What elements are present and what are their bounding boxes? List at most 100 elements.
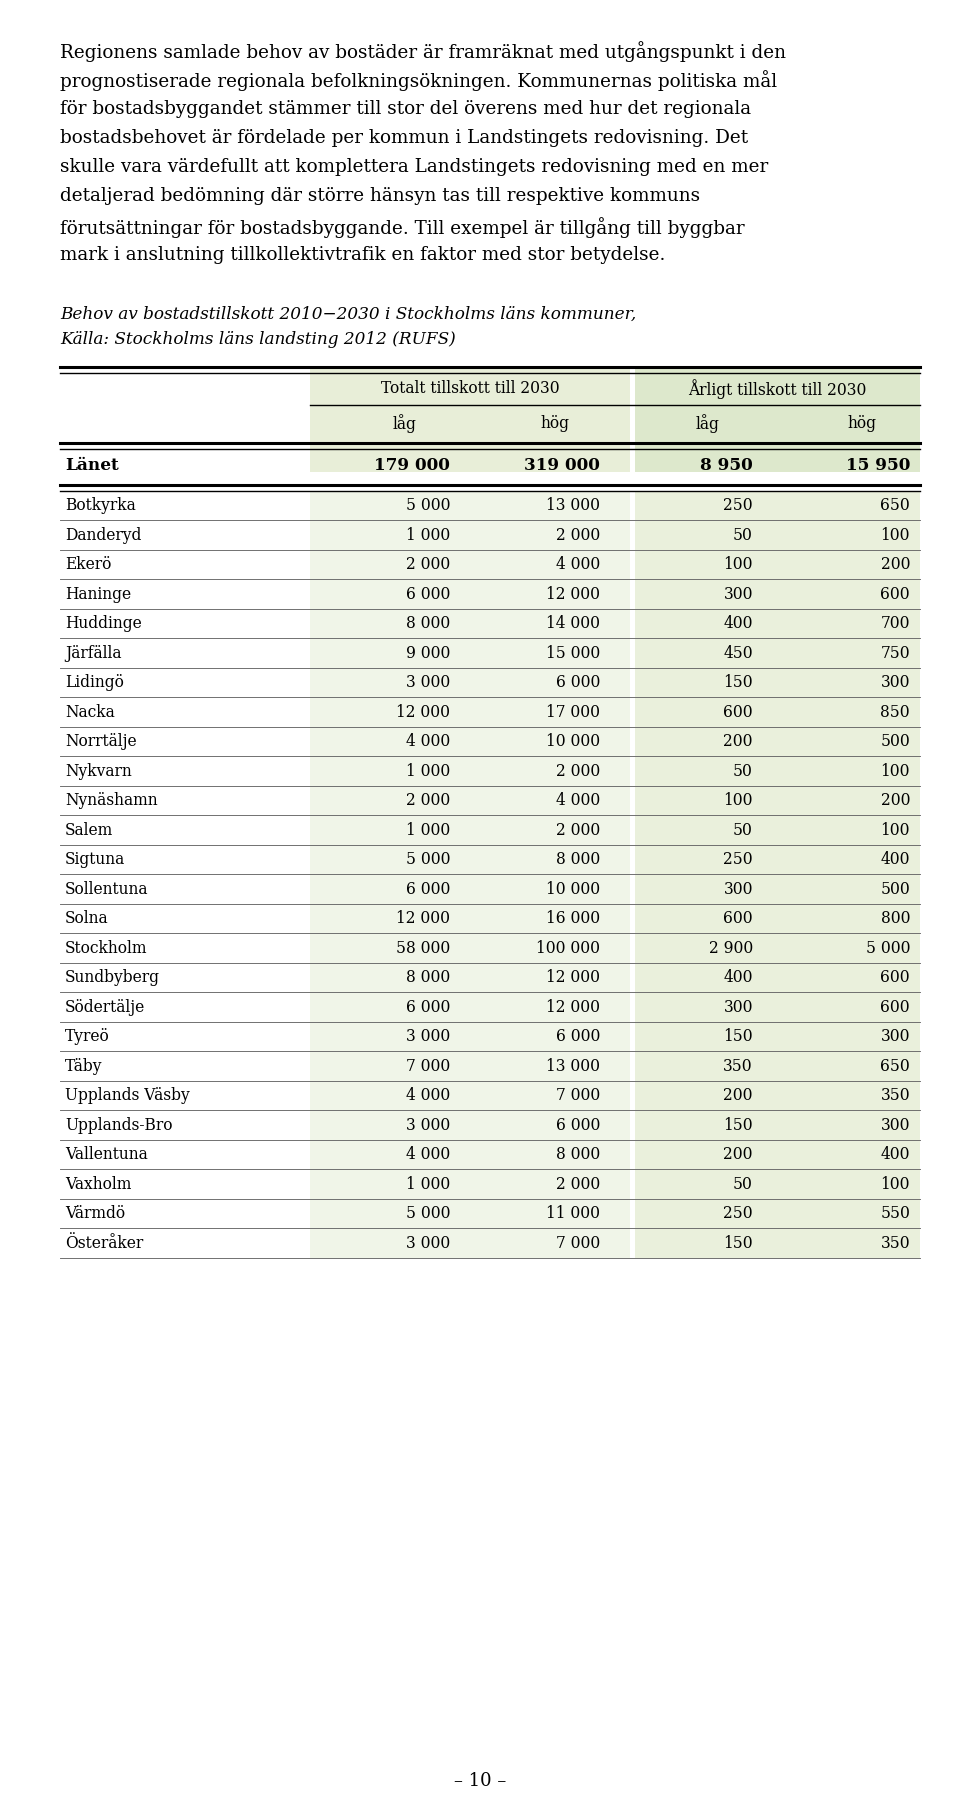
Text: 750: 750 xyxy=(880,644,910,662)
Text: Haninge: Haninge xyxy=(65,586,132,602)
Text: 350: 350 xyxy=(724,1058,753,1075)
Text: Vallentuna: Vallentuna xyxy=(65,1147,148,1163)
Text: 350: 350 xyxy=(880,1236,910,1252)
Text: 12 000: 12 000 xyxy=(546,970,600,986)
Text: 100: 100 xyxy=(880,763,910,780)
Text: 8 000: 8 000 xyxy=(556,852,600,868)
Text: 600: 600 xyxy=(880,999,910,1015)
Text: 6 000: 6 000 xyxy=(556,675,600,691)
Text: Totalt tillskott till 2030: Totalt tillskott till 2030 xyxy=(381,380,560,398)
Text: 6 000: 6 000 xyxy=(406,881,450,897)
Text: mark i anslutning tillkollektivtrafik en faktor med stor betydelse.: mark i anslutning tillkollektivtrafik en… xyxy=(60,246,665,264)
Text: låg: låg xyxy=(393,414,417,434)
Text: 3 000: 3 000 xyxy=(406,1236,450,1252)
Text: 11 000: 11 000 xyxy=(546,1205,600,1223)
Text: bostadsbehovet är fördelade per kommun i Landstingets redovisning. Det: bostadsbehovet är fördelade per kommun i… xyxy=(60,128,748,147)
Text: 150: 150 xyxy=(724,1028,753,1046)
Text: 400: 400 xyxy=(880,852,910,868)
Text: 50: 50 xyxy=(733,1176,753,1192)
Text: 100 000: 100 000 xyxy=(536,939,600,957)
Text: förutsättningar för bostadsbyggande. Till exempel är tillgång till byggbar: förutsättningar för bostadsbyggande. Til… xyxy=(60,217,745,237)
Text: 8 950: 8 950 xyxy=(700,458,753,474)
Text: 1 000: 1 000 xyxy=(406,1176,450,1192)
Text: Upplands Väsby: Upplands Väsby xyxy=(65,1087,190,1103)
Text: 300: 300 xyxy=(880,675,910,691)
Text: 300: 300 xyxy=(880,1116,910,1134)
Text: Vaxholm: Vaxholm xyxy=(65,1176,132,1192)
Text: 600: 600 xyxy=(880,970,910,986)
Text: Salem: Salem xyxy=(65,821,113,839)
Text: Sollentuna: Sollentuna xyxy=(65,881,149,897)
Text: Sundbyberg: Sundbyberg xyxy=(65,970,160,986)
Text: 150: 150 xyxy=(724,1236,753,1252)
Text: 1 000: 1 000 xyxy=(406,821,450,839)
Text: 100: 100 xyxy=(724,792,753,809)
Text: 200: 200 xyxy=(724,733,753,751)
Text: 17 000: 17 000 xyxy=(546,704,600,720)
Text: Solna: Solna xyxy=(65,910,108,928)
Text: prognostiserade regionala befolkningsökningen. Kommunernas politiska mål: prognostiserade regionala befolkningsökn… xyxy=(60,71,778,90)
Text: 250: 250 xyxy=(724,497,753,514)
Text: 300: 300 xyxy=(724,586,753,602)
Text: 100: 100 xyxy=(724,555,753,573)
Text: 400: 400 xyxy=(724,970,753,986)
Text: 15 000: 15 000 xyxy=(545,644,600,662)
Text: hög: hög xyxy=(848,416,876,432)
Text: Järfälla: Järfälla xyxy=(65,644,122,662)
Text: 600: 600 xyxy=(724,910,753,928)
Text: 50: 50 xyxy=(733,821,753,839)
Text: 5 000: 5 000 xyxy=(405,852,450,868)
Text: 12 000: 12 000 xyxy=(396,910,450,928)
Text: 2 000: 2 000 xyxy=(406,792,450,809)
Text: 3 000: 3 000 xyxy=(406,675,450,691)
Text: Norrtälje: Norrtälje xyxy=(65,733,136,751)
Text: Täby: Täby xyxy=(65,1058,103,1075)
Text: 8 000: 8 000 xyxy=(556,1147,600,1163)
Text: skulle vara värdefullt att komplettera Landstingets redovisning med en mer: skulle vara värdefullt att komplettera L… xyxy=(60,157,768,175)
Text: 500: 500 xyxy=(880,733,910,751)
Text: 100: 100 xyxy=(880,821,910,839)
Text: 8 000: 8 000 xyxy=(406,615,450,631)
Text: Botkyrka: Botkyrka xyxy=(65,497,135,514)
Text: 1 000: 1 000 xyxy=(406,526,450,545)
Text: 200: 200 xyxy=(880,555,910,573)
Text: 12 000: 12 000 xyxy=(396,704,450,720)
Text: 300: 300 xyxy=(724,881,753,897)
Text: Nynäshamn: Nynäshamn xyxy=(65,792,157,809)
Text: detaljerad bedömning där större hänsyn tas till respektive kommuns: detaljerad bedömning där större hänsyn t… xyxy=(60,188,700,206)
Text: 1 000: 1 000 xyxy=(406,763,450,780)
Text: Lidingö: Lidingö xyxy=(65,675,124,691)
Text: 100: 100 xyxy=(880,526,910,545)
Text: 13 000: 13 000 xyxy=(546,1058,600,1075)
Text: 800: 800 xyxy=(880,910,910,928)
Text: 179 000: 179 000 xyxy=(374,458,450,474)
Text: 4 000: 4 000 xyxy=(406,733,450,751)
Text: Upplands-Bro: Upplands-Bro xyxy=(65,1116,173,1134)
Text: 150: 150 xyxy=(724,1116,753,1134)
Text: Värmdö: Värmdö xyxy=(65,1205,125,1223)
Text: hög: hög xyxy=(540,416,569,432)
Text: Regionens samlade behov av bostäder är framräknat med utgångspunkt i den: Regionens samlade behov av bostäder är f… xyxy=(60,42,786,62)
Text: Österåker: Österåker xyxy=(65,1236,143,1252)
Text: 200: 200 xyxy=(724,1087,753,1103)
Text: 2 000: 2 000 xyxy=(556,1176,600,1192)
Text: 200: 200 xyxy=(724,1147,753,1163)
Text: 4 000: 4 000 xyxy=(556,555,600,573)
Text: 6 000: 6 000 xyxy=(556,1116,600,1134)
Text: 300: 300 xyxy=(724,999,753,1015)
Text: 4 000: 4 000 xyxy=(556,792,600,809)
Text: Sigtuna: Sigtuna xyxy=(65,852,125,868)
Text: 600: 600 xyxy=(880,586,910,602)
Text: 100: 100 xyxy=(880,1176,910,1192)
Text: 5 000: 5 000 xyxy=(405,497,450,514)
Text: Södertälje: Södertälje xyxy=(65,999,145,1015)
Text: 7 000: 7 000 xyxy=(556,1087,600,1103)
Text: 150: 150 xyxy=(724,675,753,691)
Text: 250: 250 xyxy=(724,852,753,868)
Text: 6 000: 6 000 xyxy=(406,586,450,602)
Text: Årligt tillskott till 2030: Årligt tillskott till 2030 xyxy=(688,378,867,398)
Text: 2 000: 2 000 xyxy=(556,526,600,545)
Text: 8 000: 8 000 xyxy=(406,970,450,986)
Text: 4 000: 4 000 xyxy=(406,1087,450,1103)
Text: Ekerö: Ekerö xyxy=(65,555,111,573)
